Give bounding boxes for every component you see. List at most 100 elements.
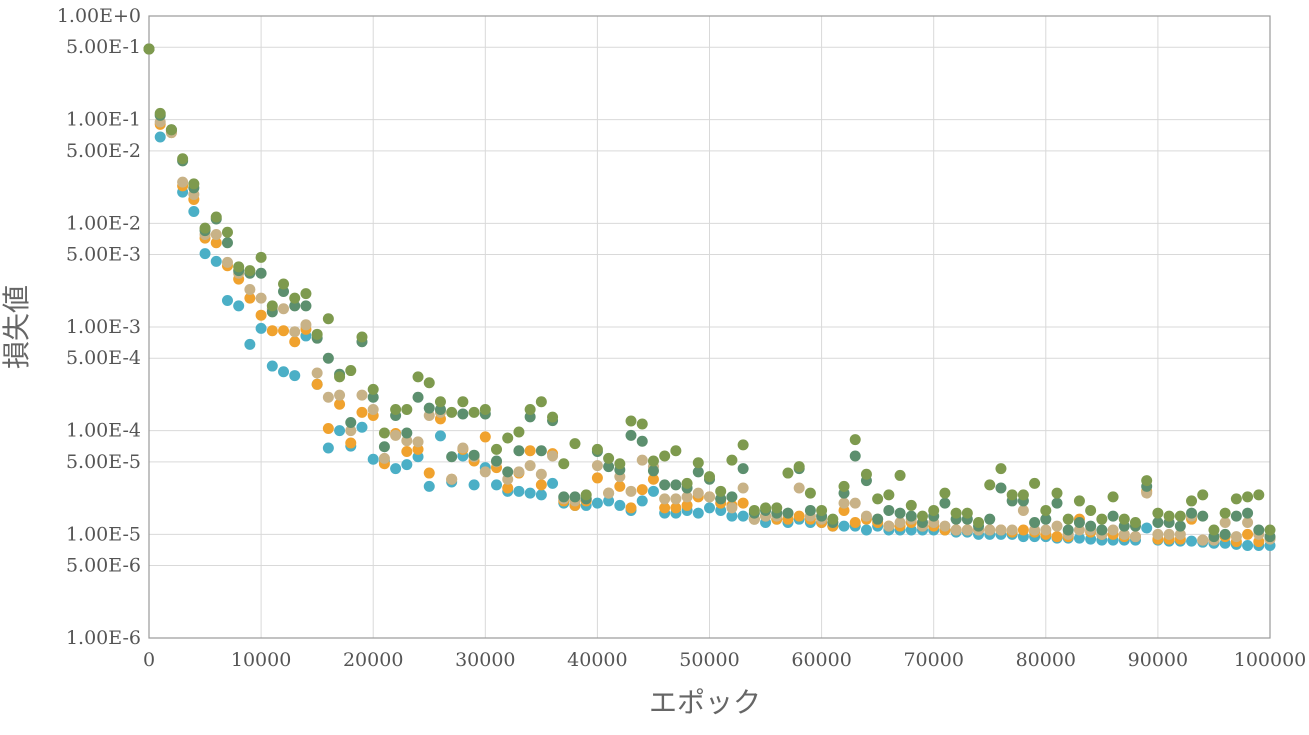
data-point [692, 487, 704, 499]
data-point [1107, 524, 1119, 536]
data-point [625, 429, 637, 441]
data-point [894, 517, 906, 529]
data-point [1141, 475, 1153, 487]
data-point [704, 491, 715, 503]
data-point [1186, 495, 1198, 507]
data-point [1197, 489, 1209, 501]
data-point [289, 300, 301, 312]
data-point [558, 491, 570, 503]
data-point [614, 458, 626, 470]
data-point [1096, 524, 1108, 536]
data-point [726, 502, 738, 514]
data-point [1040, 504, 1052, 516]
data-point [1029, 477, 1041, 489]
data-point [961, 524, 973, 536]
data-point [1242, 528, 1254, 540]
y-tick-labels: 1.00E+0 5.00E-1 1.00E-1 5.00E-2 1.00E-2 5.00E… [57, 5, 141, 649]
data-point [255, 309, 267, 321]
data-point [390, 463, 402, 475]
data-point [704, 471, 715, 483]
data-point [782, 467, 794, 479]
y-tick-label: 5.00E-3 [66, 244, 141, 266]
data-point [322, 313, 334, 325]
data-point [647, 455, 659, 467]
data-point [322, 442, 334, 454]
x-tick-label: 10000 [231, 649, 291, 671]
data-point [939, 487, 951, 499]
data-point [950, 524, 962, 536]
data-point [221, 226, 233, 238]
data-point [535, 445, 547, 457]
data-point [513, 466, 525, 478]
data-point [378, 452, 390, 464]
data-point [1264, 524, 1276, 536]
data-point [872, 493, 884, 505]
data-point [423, 480, 435, 492]
data-point [1040, 513, 1052, 525]
data-point [300, 300, 312, 312]
data-point [995, 463, 1007, 475]
data-point [591, 443, 603, 455]
data-point [659, 479, 671, 491]
data-point [1040, 524, 1052, 536]
data-point [1118, 513, 1130, 525]
data-point [670, 445, 682, 457]
data-point [479, 431, 491, 443]
data-point [244, 265, 256, 277]
data-point [1062, 513, 1074, 525]
data-point [491, 443, 503, 455]
data-point [961, 507, 973, 519]
data-point [591, 472, 603, 484]
data-point [188, 178, 200, 190]
data-point [479, 404, 491, 416]
data-point [266, 300, 278, 312]
data-point [401, 435, 413, 447]
data-point [390, 429, 402, 441]
data-point [1129, 517, 1141, 529]
data-point [356, 421, 368, 433]
data-point [311, 378, 323, 390]
data-point [804, 487, 816, 499]
y-tick-label: 5.00E-1 [66, 36, 141, 58]
x-tick-label: 20000 [343, 649, 403, 671]
data-point [1163, 510, 1175, 522]
data-point [1174, 510, 1186, 522]
data-point [1230, 510, 1242, 522]
data-point [860, 510, 872, 522]
data-point [692, 507, 704, 519]
data-point [221, 295, 233, 307]
data-point [401, 427, 413, 439]
data-point [255, 251, 267, 263]
data-point [255, 267, 267, 279]
data-point [524, 460, 536, 472]
data-point [390, 404, 402, 416]
data-point [468, 479, 480, 491]
data-point [1017, 504, 1029, 516]
data-point [1230, 493, 1242, 505]
data-point [367, 383, 379, 395]
y-tick-label: 1.00E-3 [66, 316, 141, 338]
data-point [199, 222, 211, 234]
data-point [356, 389, 368, 401]
data-point [199, 248, 211, 260]
data-point [401, 404, 413, 416]
data-point [1230, 531, 1242, 543]
data-point [692, 457, 704, 469]
data-point [1186, 535, 1198, 547]
data-point [345, 416, 357, 428]
data-point [1208, 524, 1220, 536]
data-point [289, 292, 301, 304]
data-point [300, 319, 312, 331]
data-point [1051, 520, 1063, 532]
data-point [1152, 517, 1164, 529]
data-point [378, 427, 390, 439]
data-point [1163, 528, 1175, 540]
data-point [894, 469, 906, 481]
data-point [524, 487, 536, 499]
data-point [1096, 513, 1108, 525]
data-point [647, 473, 659, 485]
data-point [322, 391, 334, 403]
data-point [580, 489, 592, 501]
data-point [995, 482, 1007, 494]
data-point [883, 504, 895, 516]
